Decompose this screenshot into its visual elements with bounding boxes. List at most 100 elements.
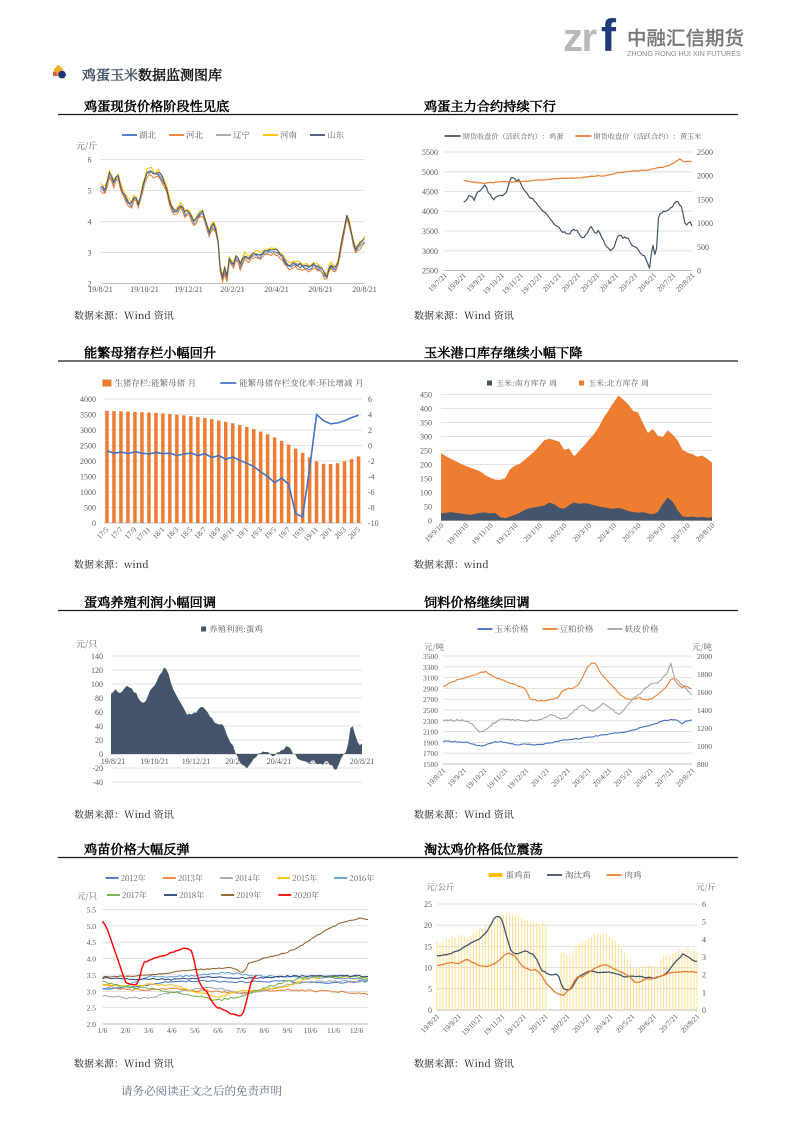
svg-text:20/3/21: 20/3/21 (571, 1012, 594, 1035)
svg-text:20/5/21: 20/5/21 (614, 1012, 637, 1035)
svg-text:9/6: 9/6 (283, 1026, 293, 1035)
svg-text:19/10/21: 19/10/21 (464, 766, 489, 791)
svg-text:20/2/21: 20/2/21 (225, 757, 249, 766)
svg-text:1/6: 1/6 (98, 1026, 108, 1035)
svg-text:19/1: 19/1 (234, 525, 250, 541)
svg-text:0: 0 (99, 750, 103, 759)
svg-text:20/6/10: 20/6/10 (645, 521, 668, 544)
svg-text:1500: 1500 (697, 195, 713, 204)
svg-text:20/2/21: 20/2/21 (220, 285, 244, 294)
svg-text:20/8/21: 20/8/21 (352, 285, 376, 294)
svg-text:20/2/10: 20/2/10 (546, 521, 569, 544)
svg-text:ZHONG RONG HUI XIN FUTURES: ZHONG RONG HUI XIN FUTURES (627, 49, 741, 58)
svg-text:20/7/10: 20/7/10 (669, 521, 692, 544)
svg-text:4.5: 4.5 (87, 938, 97, 947)
svg-text:2900: 2900 (423, 684, 438, 693)
svg-text:2.5: 2.5 (87, 1004, 97, 1013)
svg-text:20/4/21: 20/4/21 (267, 757, 291, 766)
svg-text:19/10/21: 19/10/21 (459, 1012, 484, 1037)
svg-text:20/1/21: 20/1/21 (541, 271, 564, 294)
svg-text:15: 15 (424, 942, 432, 951)
svg-text:19/12/21: 19/12/21 (174, 285, 202, 294)
svg-text:4: 4 (368, 411, 372, 420)
svg-text:25: 25 (424, 900, 432, 909)
svg-text:19/5: 19/5 (262, 525, 278, 541)
svg-text:2.0: 2.0 (87, 1020, 97, 1029)
svg-text:-40: -40 (92, 778, 103, 787)
svg-text:20/5/21: 20/5/21 (612, 766, 635, 789)
svg-text:350: 350 (420, 419, 432, 428)
svg-text:20/8/21: 20/8/21 (674, 271, 697, 294)
svg-text:19/8/21: 19/8/21 (445, 271, 468, 294)
svg-text:19/10/21: 19/10/21 (130, 285, 158, 294)
svg-text:1800: 1800 (697, 670, 712, 679)
svg-text:20/8/21: 20/8/21 (674, 766, 697, 789)
svg-text:2: 2 (368, 426, 372, 435)
svg-text:19/12/21: 19/12/21 (503, 1012, 528, 1037)
svg-text:10: 10 (424, 964, 432, 973)
svg-text:19/8/21: 19/8/21 (419, 1012, 442, 1035)
svg-text:60: 60 (95, 708, 103, 717)
svg-text:3: 3 (702, 953, 706, 962)
svg-text:19/8/21: 19/8/21 (425, 766, 448, 789)
svg-text:4000: 4000 (80, 395, 96, 404)
svg-text:20/7/21: 20/7/21 (653, 766, 676, 789)
svg-text:2500: 2500 (423, 706, 438, 715)
svg-text:18/1: 18/1 (151, 525, 167, 541)
svg-text:18/5: 18/5 (178, 525, 194, 541)
svg-text:100: 100 (91, 680, 103, 689)
svg-text:20/5: 20/5 (346, 525, 362, 541)
svg-text:20/4/21: 20/4/21 (591, 766, 614, 789)
svg-text:3100: 3100 (423, 674, 438, 683)
svg-text:0: 0 (697, 267, 701, 276)
svg-text:5: 5 (702, 918, 706, 927)
svg-text:19/11/10: 19/11/10 (470, 521, 495, 546)
svg-text:-2: -2 (368, 457, 375, 466)
svg-text:80: 80 (95, 694, 103, 703)
svg-text:19/11/21: 19/11/21 (485, 766, 510, 791)
svg-text:1000: 1000 (697, 219, 713, 228)
svg-text:3000: 3000 (80, 426, 96, 435)
svg-text:2300: 2300 (423, 717, 438, 726)
svg-text:0: 0 (92, 519, 96, 528)
svg-text:11/6: 11/6 (327, 1026, 340, 1035)
svg-text:150: 150 (420, 475, 432, 484)
svg-text:20/1/21: 20/1/21 (529, 766, 552, 789)
svg-text:2000: 2000 (697, 172, 713, 181)
svg-text:19/8/21: 19/8/21 (88, 285, 112, 294)
svg-text:300: 300 (420, 433, 432, 442)
svg-text:3000: 3000 (422, 247, 438, 256)
svg-text:20/1/21: 20/1/21 (527, 1012, 550, 1035)
svg-text:17/5: 17/5 (95, 525, 111, 541)
svg-text:-20: -20 (92, 764, 103, 773)
svg-text:5.0: 5.0 (87, 922, 97, 931)
svg-text:19/10/21: 19/10/21 (140, 757, 168, 766)
svg-text:3/6: 3/6 (144, 1026, 154, 1035)
svg-text:-8: -8 (368, 504, 375, 513)
svg-text:500: 500 (84, 504, 96, 513)
svg-text:200: 200 (420, 461, 432, 470)
svg-text:2500: 2500 (697, 148, 713, 157)
svg-text:5: 5 (428, 985, 432, 994)
svg-text:20/2/21: 20/2/21 (549, 1012, 572, 1035)
svg-text:2: 2 (88, 280, 92, 289)
svg-text:0: 0 (428, 1006, 432, 1015)
svg-text:450: 450 (420, 391, 432, 400)
svg-text:1600: 1600 (697, 688, 712, 697)
svg-text:2100: 2100 (423, 728, 438, 737)
svg-text:40: 40 (95, 722, 103, 731)
svg-text:20/5/10: 20/5/10 (620, 521, 643, 544)
svg-text:20/3/21: 20/3/21 (579, 271, 602, 294)
svg-text:20/6/21: 20/6/21 (636, 271, 659, 294)
svg-text:20/4/21: 20/4/21 (598, 271, 621, 294)
svg-text:500: 500 (697, 243, 709, 252)
svg-text:20/2/21: 20/2/21 (560, 271, 583, 294)
svg-text:20/8/21: 20/8/21 (679, 1012, 702, 1035)
svg-text:-6: -6 (368, 488, 375, 497)
svg-text:140: 140 (91, 652, 103, 661)
svg-text:6: 6 (88, 156, 92, 165)
svg-text:2/6: 2/6 (121, 1026, 131, 1035)
svg-text:-4: -4 (368, 473, 375, 482)
svg-text:3500: 3500 (422, 227, 438, 236)
svg-text:19/10/10: 19/10/10 (445, 521, 470, 546)
